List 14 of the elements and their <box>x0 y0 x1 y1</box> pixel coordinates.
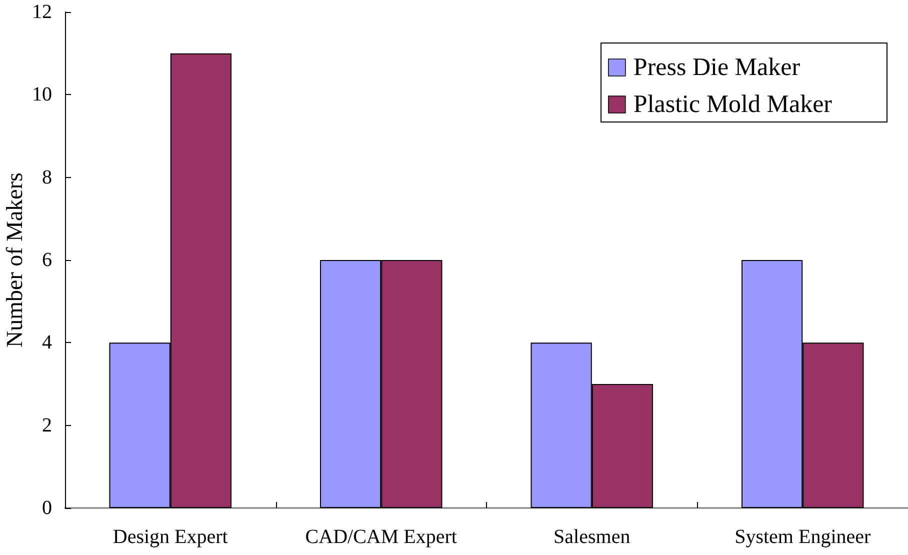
y-tick-label: 4 <box>42 332 52 354</box>
y-tick-label: 10 <box>32 84 52 106</box>
y-tick-label: 12 <box>32 1 52 23</box>
x-tick-label: CAD/CAM Expert <box>305 526 458 548</box>
y-axis-title: Number of Makers <box>2 172 27 348</box>
y-tick-label: 0 <box>42 497 52 519</box>
legend-label: Plastic Mold Maker <box>633 91 833 118</box>
x-tick-label: Design Expert <box>112 526 228 548</box>
y-tick-label: 6 <box>42 249 52 271</box>
legend-label: Press Die Maker <box>633 54 801 81</box>
y-tick-label: 2 <box>42 414 52 436</box>
y-tick-label: 8 <box>42 166 52 188</box>
x-tick-label: Salesmen <box>554 526 630 548</box>
x-tick-label: System Engineer <box>734 526 871 548</box>
